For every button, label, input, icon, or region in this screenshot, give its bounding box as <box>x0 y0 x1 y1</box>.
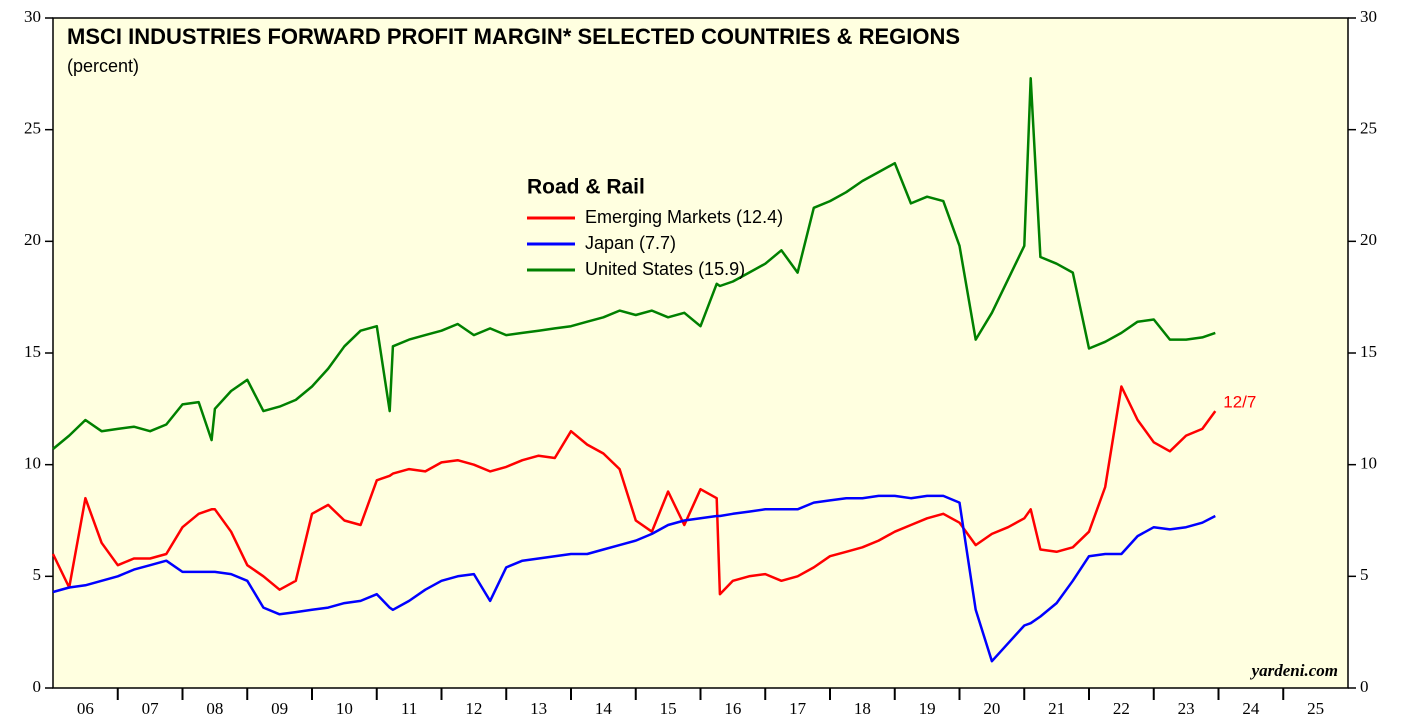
y-tick-label: 0 <box>33 677 42 696</box>
x-tick-label: 22 <box>1113 699 1130 717</box>
y-tick-label: 5 <box>33 565 42 584</box>
series-line <box>51 385 1217 596</box>
x-tick-label: 18 <box>854 699 871 717</box>
x-tick-label: 10 <box>336 699 353 717</box>
x-tick-label: 21 <box>1048 699 1065 717</box>
y-tick-label: 25 <box>24 119 41 138</box>
x-tick-label: 15 <box>660 699 677 717</box>
x-tick-label: 08 <box>206 699 223 717</box>
legend-label: Emerging Markets (12.4) <box>585 207 783 227</box>
source: yardeni.com <box>1250 661 1338 680</box>
x-tick-label: 19 <box>919 699 936 717</box>
y2-tick-label: 20 <box>1360 230 1377 249</box>
x-tick-label: 14 <box>595 699 613 717</box>
chart-title: MSCI INDUSTRIES FORWARD PROFIT MARGIN* S… <box>67 24 960 49</box>
y-tick-label: 10 <box>24 454 41 473</box>
legend-title: Road & Rail <box>527 176 645 199</box>
series-line <box>52 494 1216 663</box>
x-tick-label: 11 <box>401 699 417 717</box>
y2-tick-label: 0 <box>1360 677 1369 696</box>
y-tick-label: 15 <box>24 342 41 361</box>
x-tick-label: 24 <box>1242 699 1260 717</box>
y2-tick-label: 5 <box>1360 565 1369 584</box>
y2-tick-label: 10 <box>1360 454 1377 473</box>
x-tick-label: 23 <box>1178 699 1195 717</box>
x-tick-label: 07 <box>142 699 160 717</box>
legend-label: United States (15.9) <box>585 259 745 279</box>
x-tick-label: 06 <box>77 699 94 717</box>
x-tick-label: 25 <box>1307 699 1324 717</box>
y2-tick-label: 15 <box>1360 342 1377 361</box>
x-tick-label: 16 <box>724 699 741 717</box>
y-tick-label: 30 <box>24 7 41 26</box>
y2-tick-label: 25 <box>1360 119 1377 138</box>
plot-area <box>52 17 1349 689</box>
y-tick-label: 20 <box>24 230 41 249</box>
x-tick-label: 13 <box>530 699 547 717</box>
x-tick-label: 17 <box>789 699 807 717</box>
x-tick-label: 12 <box>465 699 482 717</box>
series-line <box>52 77 1216 450</box>
x-tick-label: 20 <box>983 699 1000 717</box>
legend-label: Japan (7.7) <box>585 233 676 253</box>
chart-subtitle: (percent) <box>67 56 139 76</box>
x-tick-label: 09 <box>271 699 288 717</box>
annotation: 12/7 <box>1223 393 1256 412</box>
y2-tick-label: 30 <box>1360 7 1377 26</box>
